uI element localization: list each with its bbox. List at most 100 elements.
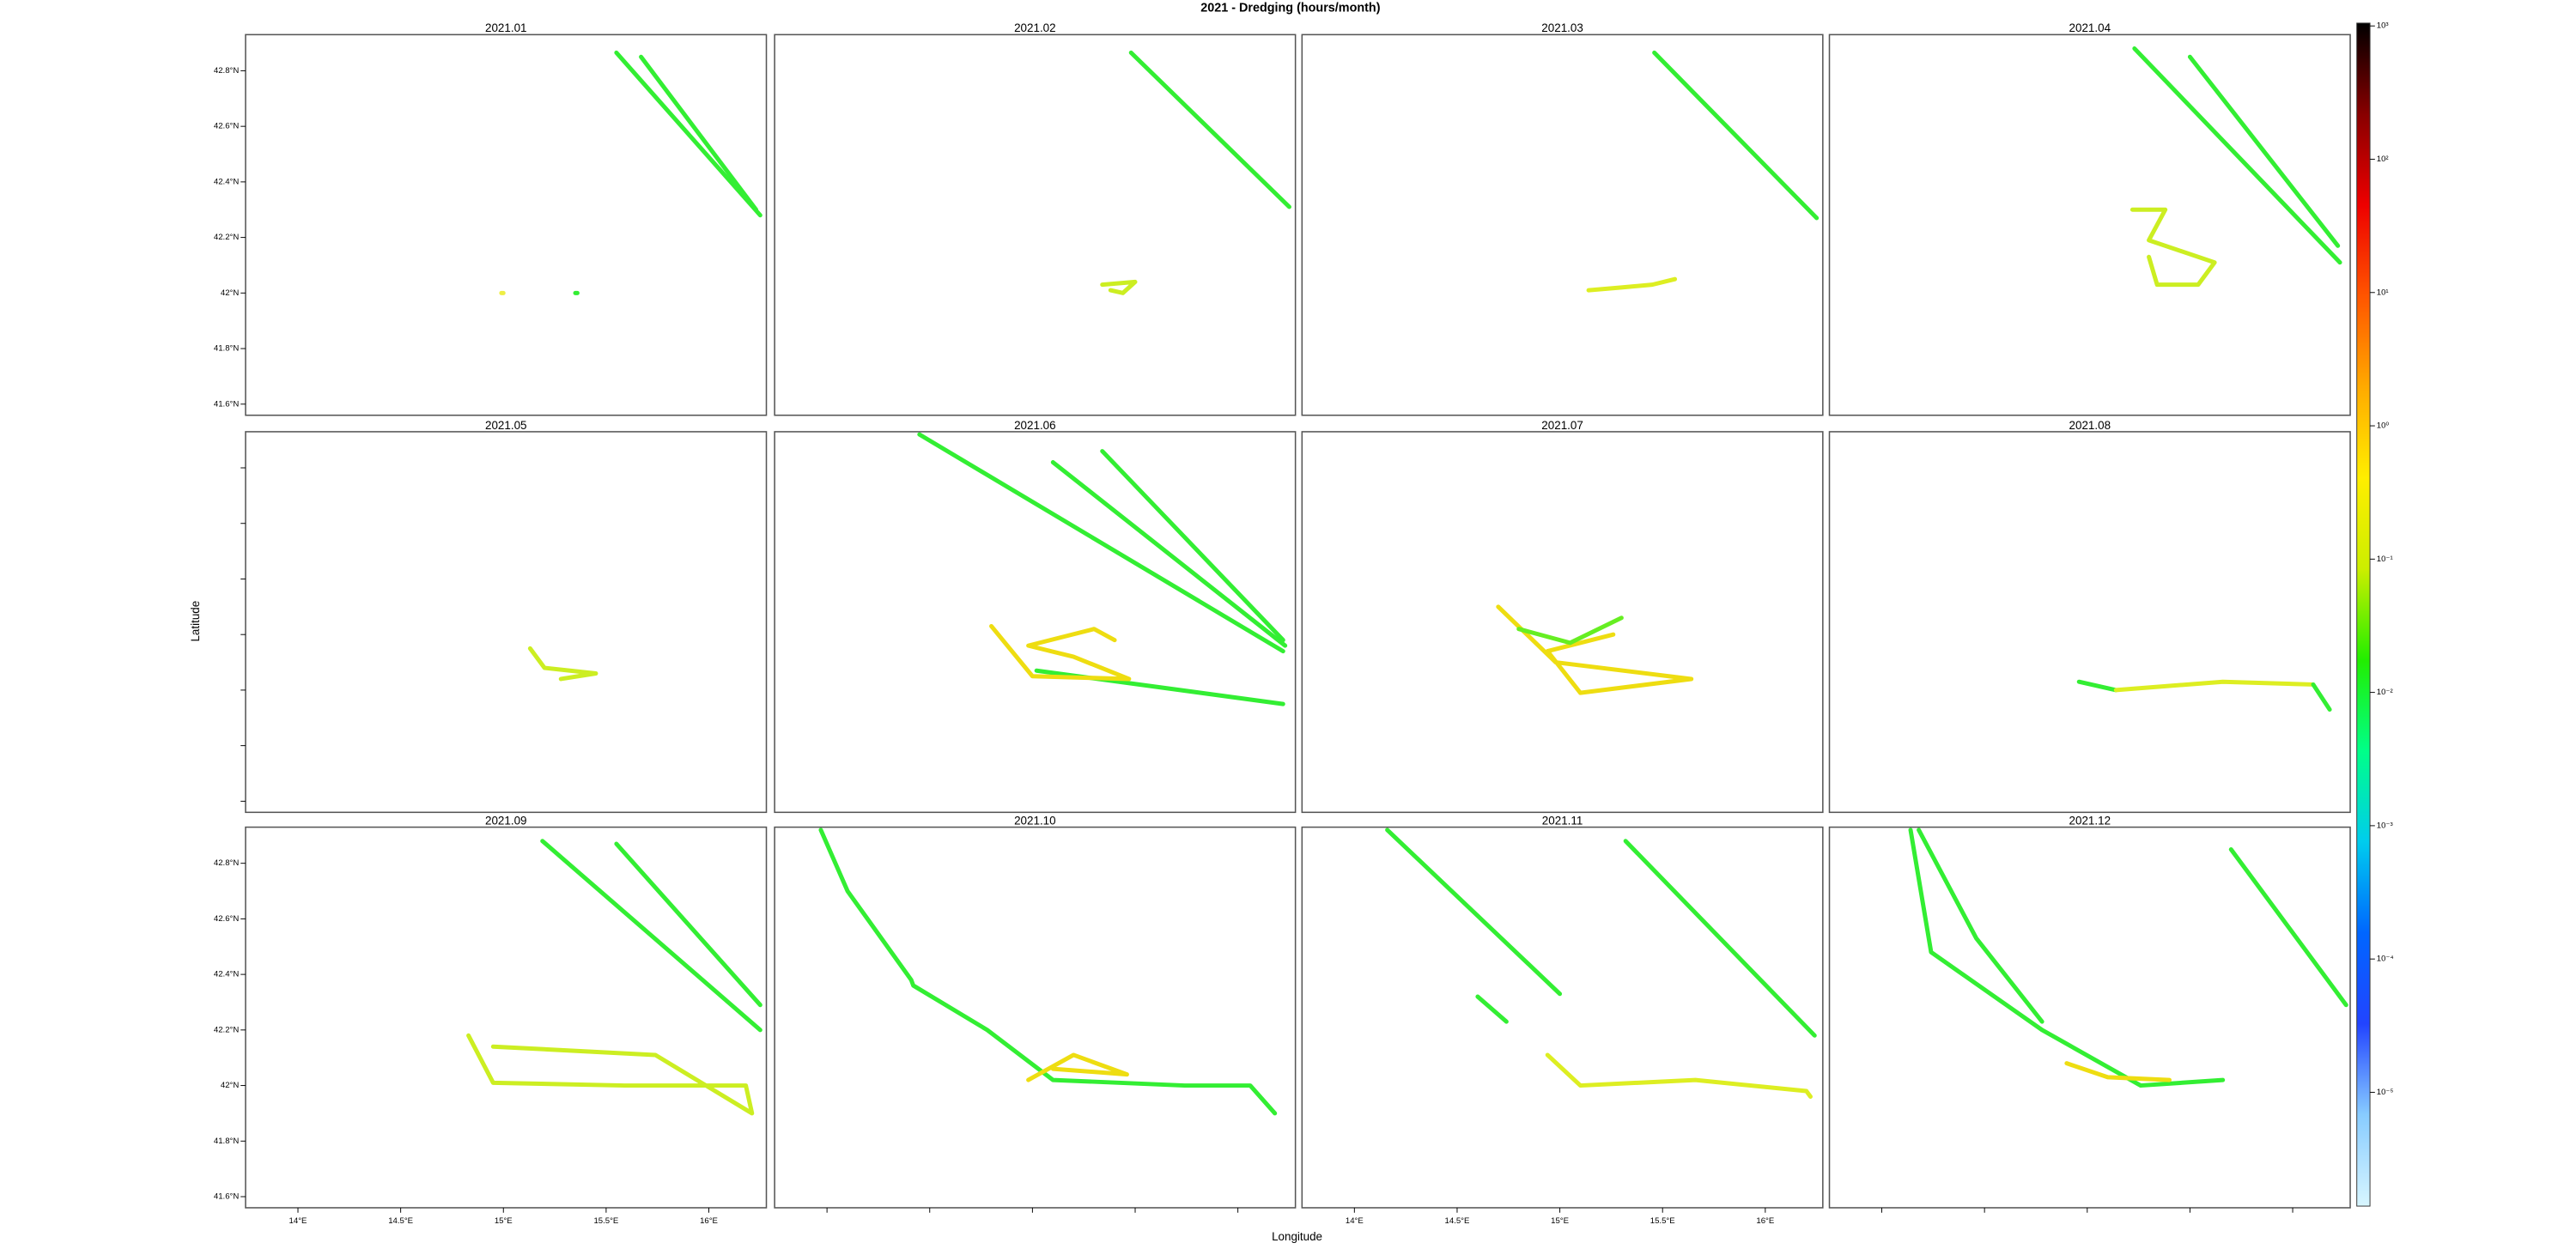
panel-frame bbox=[245, 431, 768, 814]
colorbar-tick-label: 10² bbox=[2377, 155, 2389, 164]
x-tick-label: 15°E bbox=[1551, 1216, 1569, 1226]
x-tick-label: 14°E bbox=[1346, 1216, 1364, 1226]
y-tick-label: 42.4°N bbox=[214, 177, 239, 186]
track bbox=[1652, 50, 1820, 221]
x-tick-label: 14.5°E bbox=[388, 1216, 413, 1226]
track bbox=[2113, 679, 2316, 693]
y-tick-label: 41.8°N bbox=[214, 1137, 239, 1146]
tracks bbox=[1100, 50, 1291, 295]
track bbox=[1026, 1052, 1129, 1082]
panel: 2021.07 bbox=[1301, 419, 1824, 814]
y-tick-label: 42.2°N bbox=[214, 1025, 239, 1034]
y-tick-label: 42.2°N bbox=[214, 233, 239, 242]
panel-title: 2021.09 bbox=[485, 814, 527, 827]
panel-title: 2021.10 bbox=[1014, 814, 1056, 827]
panel-title: 2021.06 bbox=[1014, 419, 1056, 432]
track bbox=[2228, 846, 2348, 1008]
tracks bbox=[1385, 828, 1817, 1100]
track bbox=[2311, 682, 2332, 712]
tracks bbox=[1586, 50, 1820, 293]
colorbar-tick-label: 10⁻² bbox=[2377, 688, 2393, 697]
panel: 2021.11 14°E 14.5°E 15°E 15.5°E 16°E bbox=[1301, 814, 1824, 1226]
x-tick-label: 15.5°E bbox=[1650, 1216, 1675, 1226]
panel: 2021.12 bbox=[1828, 814, 2351, 1213]
y-axis-label: Latitude bbox=[189, 601, 202, 642]
x-tick-label: 16°E bbox=[700, 1216, 718, 1226]
x-tick-label: 15°E bbox=[495, 1216, 513, 1226]
panel-title: 2021.02 bbox=[1014, 21, 1056, 34]
track bbox=[1385, 828, 1563, 997]
colorbar-tick-label: 10¹ bbox=[2377, 288, 2389, 297]
track bbox=[989, 623, 1132, 682]
y-tick-label: 41.6°N bbox=[214, 1192, 239, 1202]
panel-title: 2021.05 bbox=[485, 419, 527, 432]
tracks bbox=[2076, 679, 2332, 712]
track bbox=[2132, 46, 2342, 265]
track bbox=[1545, 1052, 1813, 1100]
track bbox=[614, 841, 762, 1008]
panel-title: 2021.11 bbox=[1542, 814, 1583, 827]
y-tick-label: 42.4°N bbox=[214, 970, 239, 979]
tracks bbox=[818, 828, 1278, 1116]
panel-frame bbox=[245, 33, 768, 416]
track bbox=[2064, 1061, 2172, 1082]
track bbox=[527, 646, 598, 682]
track bbox=[1496, 604, 1694, 695]
track bbox=[1586, 276, 1678, 293]
panel: 2021.09 41.6°N 41.8°N 42°N 42.2°N 42.4°N 42.6°… bbox=[214, 814, 768, 1226]
chart-title: 2021 - Dredging (hours/month) bbox=[1200, 1, 1380, 15]
y-tick-label: 42.6°N bbox=[214, 122, 239, 131]
colorbar-tick-label: 10⁻¹ bbox=[2377, 555, 2393, 564]
track bbox=[818, 828, 1278, 1116]
track bbox=[917, 432, 1285, 654]
track bbox=[1100, 449, 1285, 643]
colorbar-tick-label: 10⁻⁵ bbox=[2377, 1088, 2394, 1097]
track bbox=[1050, 460, 1288, 648]
colorbar-tick-label: 10⁻³ bbox=[2377, 821, 2393, 830]
track bbox=[1128, 50, 1291, 209]
tracks bbox=[2129, 46, 2342, 288]
panel-title: 2021.03 bbox=[1541, 21, 1583, 34]
tracks bbox=[1496, 604, 1694, 695]
panel-frame bbox=[1301, 826, 1824, 1209]
y-tick-label: 42.8°N bbox=[214, 858, 239, 868]
panel-frame bbox=[245, 826, 768, 1209]
panel-frame bbox=[774, 826, 1297, 1209]
panel-title: 2021.08 bbox=[2069, 419, 2111, 432]
panel-frame bbox=[1301, 33, 1824, 416]
panel-frame bbox=[1828, 431, 2351, 814]
y-tick-label: 41.6°N bbox=[214, 399, 239, 409]
x-tick-label: 14.5°E bbox=[1445, 1216, 1470, 1226]
tracks bbox=[527, 646, 598, 682]
panel-title: 2021.07 bbox=[1541, 419, 1583, 432]
x-axis-label: Longitude bbox=[1272, 1230, 1322, 1243]
panel: 2021.01 41.6°N 41.8°N 42°N 42.2°N 42.4°N 42.6°… bbox=[214, 21, 768, 416]
y-tick-label: 42.6°N bbox=[214, 914, 239, 924]
tracks bbox=[917, 432, 1288, 706]
x-tick-label: 15.5°E bbox=[593, 1216, 618, 1226]
panel-title: 2021.12 bbox=[2069, 814, 2111, 827]
panel-frame bbox=[1828, 33, 2351, 416]
panel-frame bbox=[774, 33, 1297, 416]
panel-frame bbox=[774, 431, 1297, 814]
colorbar-tick-label: 10³ bbox=[2377, 21, 2389, 31]
track bbox=[2187, 54, 2341, 248]
y-tick-label: 42.8°N bbox=[214, 66, 239, 76]
y-tick-label: 42°N bbox=[221, 1081, 239, 1090]
panel-frame bbox=[1301, 431, 1824, 814]
track bbox=[1100, 279, 1138, 295]
panel: 2021.02 bbox=[774, 21, 1297, 416]
track bbox=[1917, 828, 2044, 1024]
track bbox=[639, 54, 759, 212]
track bbox=[614, 50, 762, 218]
track bbox=[466, 1033, 755, 1116]
panel: 2021.10 bbox=[774, 814, 1297, 1213]
y-tick-label: 41.8°N bbox=[214, 344, 239, 354]
track bbox=[2076, 679, 2118, 693]
track bbox=[1475, 994, 1509, 1024]
colorbar bbox=[2356, 22, 2371, 1207]
x-tick-label: 14°E bbox=[289, 1216, 307, 1226]
panel-title: 2021.01 bbox=[485, 21, 527, 34]
